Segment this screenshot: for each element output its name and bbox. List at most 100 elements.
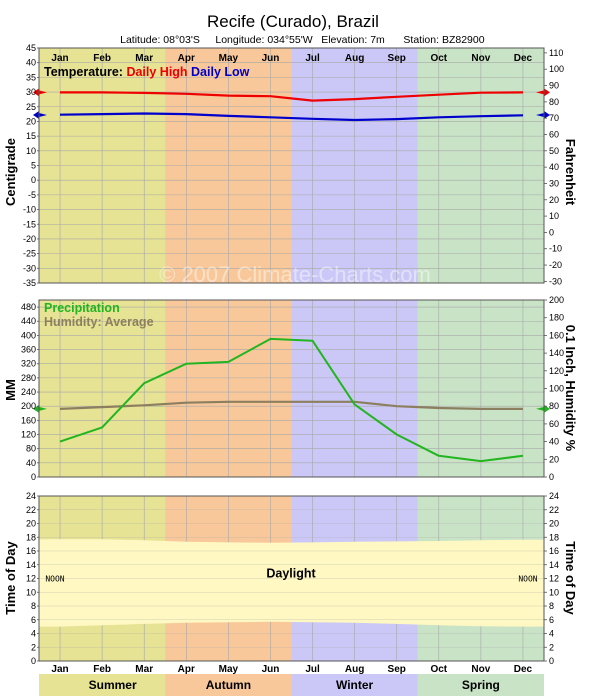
temperature-left-tick-label: 30	[26, 87, 36, 97]
daylight-right-tick-label: 12	[549, 574, 559, 584]
temperature-right-tick-label: 100	[549, 64, 564, 74]
month-label-bottom: Apr	[178, 664, 195, 675]
daylight-right-tick-label: 24	[549, 491, 559, 501]
daylight-left-tick-label: 2	[31, 642, 36, 652]
temperature-left-tick-label: -10	[23, 205, 36, 215]
temperature-right-tick-label: 0	[549, 227, 554, 237]
daylight-left-tick-label: 16	[26, 546, 36, 556]
temperature-legend-title: Temperature:	[44, 65, 126, 79]
precipitation-left-tick-label: 40	[26, 458, 36, 468]
month-label-top: Dec	[514, 53, 533, 64]
month-label-top: Oct	[430, 53, 447, 64]
temperature-left-tick-label: 5	[31, 161, 36, 171]
month-label-bottom: Jan	[51, 664, 68, 675]
season-strip-spring	[417, 674, 544, 696]
precipitation-line	[59, 337, 524, 463]
daylight-right-tick-label: 20	[549, 519, 559, 529]
precipitation-right-axis-title: 0.1 Inch, Humidity %	[563, 325, 578, 452]
temperature-right-tick-label: -20	[549, 260, 562, 270]
precipitation-left-tick-label: 320	[21, 359, 36, 369]
temperature-right-axis-title: Fahrenheit	[563, 139, 578, 206]
month-label-bottom: Aug	[345, 664, 364, 675]
month-label-top: Mar	[135, 53, 153, 64]
season-label-spring: Spring	[462, 678, 500, 692]
noon-label-left: NOON	[45, 575, 64, 584]
station-elevation: Elevation: 7m	[321, 34, 385, 46]
temperature-legend: Temperature: Daily High Daily Low	[44, 65, 250, 79]
temperature-left-tick-label: 35	[26, 72, 36, 82]
season-strip-summer	[60, 674, 166, 696]
daylight-left-tick-label: 8	[31, 601, 36, 611]
precipitation-right-tick-label: 120	[549, 366, 564, 376]
month-label-bottom: Feb	[93, 664, 111, 675]
precipitation-right-tick-label: 40	[549, 437, 559, 447]
daily-high-line	[60, 91, 524, 102]
precipitation-right-tick-label: 140	[549, 348, 564, 358]
month-label-bottom: Dec	[514, 664, 533, 675]
temperature-right-tick-label: 30	[549, 178, 559, 188]
month-label-bottom: Oct	[430, 664, 447, 675]
month-label-bottom: Sep	[388, 664, 406, 675]
daylight-right-tick-label: 14	[549, 560, 559, 570]
temperature-left-tick-label: 0	[31, 175, 36, 185]
precipitation-right-tick-label: 160	[549, 330, 564, 340]
daylight-left-axis-title: Time of Day	[3, 541, 18, 615]
precipitation-right-tick-label: 20	[549, 454, 559, 464]
month-label-bottom: Jun	[262, 664, 280, 675]
temperature-left-tick-label: -20	[23, 234, 36, 244]
daylight-left-tick-label: 18	[26, 532, 36, 542]
temperature-left-tick-label: 25	[26, 102, 36, 112]
daily-low-right-marker	[536, 110, 550, 119]
temperature-right-tick-label: 50	[549, 146, 559, 156]
temperature-right-tick-label: 110	[549, 48, 563, 58]
daylight-right-tick-label: 10	[549, 587, 559, 597]
daylight-left-tick-label: 22	[26, 505, 36, 515]
daylight-left-tick-label: 14	[26, 560, 36, 570]
precipitation-left-tick-label: 280	[21, 373, 36, 383]
temperature-right-tick-label: 40	[549, 162, 559, 172]
precipitation-left-tick-label: 160	[21, 415, 36, 425]
month-label-top: Jun	[262, 53, 280, 64]
season-strip-autumn	[165, 674, 292, 696]
month-label-top: Apr	[178, 53, 195, 64]
precipitation-left-tick-label: 120	[21, 430, 36, 440]
temperature-right-tick-label: 20	[549, 195, 559, 205]
daylight-left-tick-label: 24	[26, 491, 36, 501]
month-label-top: Jan	[51, 53, 68, 64]
temperature-right-tick-label: 70	[549, 113, 559, 123]
daylight-label: Daylight	[266, 567, 316, 581]
precipitation-left-tick-label: 200	[21, 401, 36, 411]
station-id: Station: BZ82900	[403, 34, 484, 46]
precipitation-right-tick-label: 60	[549, 419, 559, 429]
station-longitude: Longitude: 034°55'W	[215, 34, 312, 46]
temperature-right-tick-label: -10	[549, 244, 562, 254]
temperature-right-tick-label: 80	[549, 97, 559, 107]
precipitation-left-tick-label: 80	[26, 444, 36, 454]
season-label-autumn: Autumn	[206, 678, 251, 692]
temperature-right-tick-label: 10	[549, 211, 559, 221]
precipitation-left-tick-label: 360	[21, 345, 36, 355]
month-label-bottom: Nov	[471, 664, 490, 675]
legend-daily-high: Daily High	[126, 65, 191, 79]
temperature-left-tick-label: -5	[28, 190, 36, 200]
temperature-left-tick-label: 15	[26, 131, 36, 141]
daylight-left-tick-label: 0	[31, 656, 36, 666]
precipitation-left-tick-label: 240	[21, 387, 36, 397]
month-label-bottom: Mar	[135, 664, 153, 675]
temperature-left-tick-label: -25	[23, 249, 36, 259]
daylight-right-tick-label: 2	[549, 642, 554, 652]
month-label-bottom: Jul	[305, 664, 320, 675]
month-label-top: Nov	[471, 53, 490, 64]
precipitation-right-tick-label: 200	[549, 295, 564, 305]
daylight-right-tick-label: 6	[549, 615, 554, 625]
precipitation-left-tick-label: 440	[21, 316, 36, 326]
chart-title: Recife (Curado), Brazil	[207, 12, 379, 31]
humidity-right-marker	[536, 404, 550, 413]
daylight-left-tick-label: 12	[26, 574, 36, 584]
temperature-right-tick-label: 90	[549, 81, 559, 91]
daylight-right-tick-label: 4	[549, 629, 554, 639]
temperature-left-tick-label: -15	[23, 219, 36, 229]
temperature-right-tick-label: -30	[549, 276, 562, 286]
daylight-right-tick-label: 0	[549, 656, 554, 666]
